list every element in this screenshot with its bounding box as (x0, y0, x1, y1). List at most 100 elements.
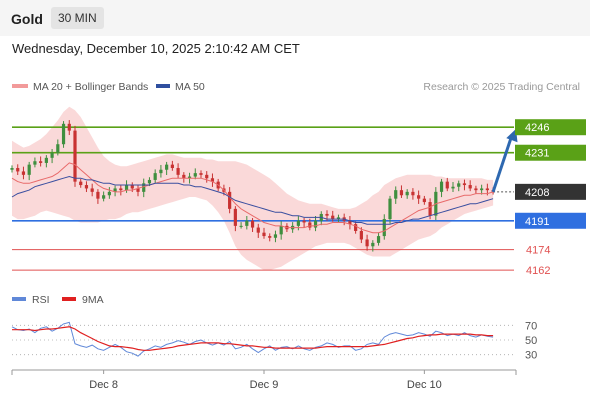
rsi-tick-50: 50 (525, 335, 537, 347)
level-labels: 4246 4231 4208 4191 4174 4162 (515, 119, 586, 277)
legend-ma20-swatch (12, 84, 28, 88)
forecast-arrow-shaft (491, 134, 514, 193)
candle-body (262, 232, 266, 237)
bollinger-band-fill (12, 106, 494, 271)
candle-body (457, 183, 461, 187)
candle-body (336, 217, 341, 220)
rsi-line (11, 321, 494, 357)
rsi-panel: 70 50 30 (11, 320, 537, 362)
candle-body (468, 185, 472, 189)
candle-body (79, 181, 83, 186)
legend-ma50-swatch (156, 84, 170, 88)
candle-body (210, 178, 215, 182)
candle-body (27, 164, 31, 175)
candle-body (142, 183, 146, 192)
candle-body (21, 171, 26, 175)
candle-body (474, 188, 478, 191)
candle-body (394, 190, 398, 199)
candle-body (50, 152, 54, 158)
candle-body (44, 157, 48, 163)
candle-body (10, 168, 14, 170)
candle-body (73, 130, 77, 182)
candle-body (428, 202, 432, 216)
candle-body (417, 195, 421, 199)
price-candles (10, 120, 495, 252)
candle-body (325, 213, 329, 216)
level-label-4246: 4246 (525, 122, 549, 134)
candle-body (371, 242, 375, 247)
candle-body (451, 186, 455, 189)
candle-body (382, 219, 386, 237)
legend-ma50-label: MA 50 (175, 81, 205, 93)
ma50-line (11, 175, 494, 225)
candle-body (193, 173, 197, 177)
candle-body (199, 173, 203, 175)
legend-rsi-label: RSI (32, 294, 50, 306)
candle-body (445, 181, 449, 189)
candle-body (405, 191, 409, 196)
forecast-arrow (491, 128, 518, 193)
candle-body (480, 188, 484, 191)
candle-body (159, 169, 163, 174)
level-label-4208: 4208 (525, 187, 549, 199)
level-tag-4191 (515, 212, 586, 229)
candle-body (39, 161, 43, 163)
legend-9ma-swatch (62, 297, 76, 301)
candle-body (422, 198, 426, 203)
level-tag-4246 (515, 119, 586, 136)
candle-body (365, 239, 369, 247)
level-label-4162: 4162 (526, 265, 550, 277)
candle-body (273, 234, 278, 238)
candle-body (153, 173, 157, 180)
time-axis: Dec 8 Dec 9 Dec 10 (11, 369, 517, 391)
candle-body (176, 168, 180, 175)
rsi-tick-30: 30 (525, 350, 537, 362)
candle-body (302, 220, 306, 223)
rsi-tick-70: 70 (525, 320, 537, 332)
candle-body (399, 190, 404, 196)
moving-averages (11, 162, 494, 234)
candle-body (124, 185, 129, 191)
candle-body (102, 195, 106, 199)
candle-body (376, 236, 381, 243)
candle-body (250, 220, 255, 228)
candle-body (16, 168, 20, 172)
candle-body (233, 208, 237, 226)
level-label-4191: 4191 (525, 216, 549, 228)
candle-body (136, 188, 140, 192)
candle-body (61, 123, 66, 145)
header-bar: Gold 30 MIN (0, 0, 590, 36)
report-datetime: Wednesday, December 10, 2025 2:10:42 AM … (12, 41, 300, 56)
candle-body (147, 179, 152, 184)
asset-name: Gold (11, 11, 43, 27)
candle-body (33, 161, 37, 165)
candle-body (313, 220, 318, 228)
timeframe-badge[interactable]: 30 MIN (51, 7, 104, 29)
rsi-9ma-line (12, 326, 494, 351)
candle-body (354, 224, 358, 231)
time-tick-label: Dec 8 (89, 379, 118, 391)
candle-body (279, 225, 283, 235)
candle-body (228, 191, 232, 209)
candle-body (107, 191, 111, 196)
candle-body (96, 191, 100, 199)
candle-body (182, 174, 186, 179)
legend-9ma-label: 9MA (82, 294, 104, 306)
rsi-legend: RSI 9MA (12, 294, 104, 306)
candle-body (165, 164, 169, 170)
forecast-arrow-head (506, 128, 518, 143)
candle-body (67, 123, 71, 131)
candle-body (245, 220, 249, 226)
legend-ma20-label: MA 20 + Bollinger Bands (33, 81, 148, 93)
level-label-4231: 4231 (525, 148, 549, 160)
candle-body (485, 188, 489, 191)
candle-body (90, 188, 94, 192)
candle-body (84, 185, 89, 189)
level-tag-4208 (515, 183, 586, 200)
candle-body (113, 188, 117, 192)
candle-body (439, 181, 444, 192)
candle-body (205, 174, 209, 179)
candle-body (268, 236, 272, 238)
